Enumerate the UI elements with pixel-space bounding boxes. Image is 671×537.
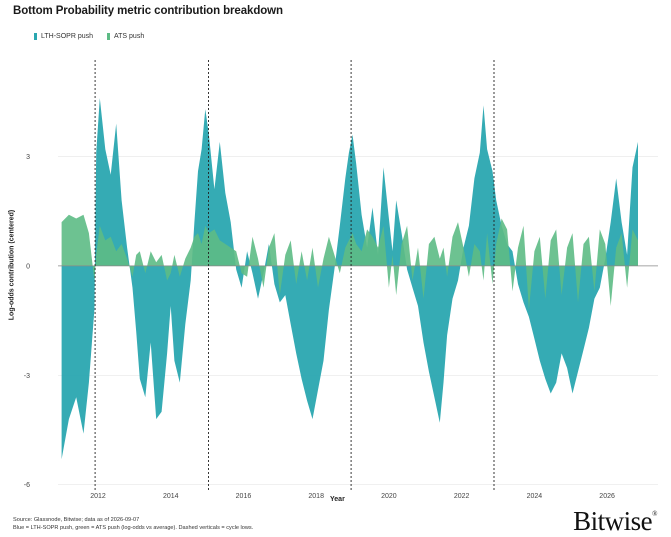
brand-name: Bitwise — [573, 506, 653, 536]
x-tick-label: 2018 — [308, 493, 324, 500]
legend-note: Blue = LTH-SOPR push, green = ATS push (… — [13, 525, 254, 531]
y-tick-label: -3 — [24, 373, 30, 380]
x-tick-label: 2022 — [454, 493, 470, 500]
y-tick-label: 0 — [26, 263, 30, 270]
legend-swatch-lth — [34, 33, 37, 40]
series-area-ats — [61, 214, 639, 310]
registered-mark: ® — [652, 510, 657, 518]
chart-legend: LTH-SOPR push ATS push — [34, 33, 144, 40]
legend-label-lth: LTH-SOPR push — [41, 33, 93, 40]
x-tick-label: 2020 — [381, 493, 397, 500]
y-tick-label: 3 — [26, 154, 30, 161]
x-tick-label: 2014 — [163, 493, 179, 500]
legend-label-ats: ATS push — [114, 33, 145, 40]
bitwise-logo: Bitwise® — [573, 506, 657, 537]
chart-title: Bottom Probability metric contribution b… — [13, 5, 283, 17]
source-note: Source: Glassnode, Bitwise; data as of 2… — [13, 517, 140, 523]
x-axis-label: Year — [330, 496, 345, 503]
y-axis-label: Log-odds contribution (centered) — [0, 210, 24, 320]
y-axis-label-text: Log-odds contribution (centered) — [8, 209, 16, 321]
series-area-lth-sopr — [61, 98, 639, 460]
legend-item-ats: ATS push — [107, 33, 144, 40]
x-tick-label: 2026 — [599, 493, 615, 500]
x-tick-label: 2012 — [90, 493, 106, 500]
legend-swatch-ats — [107, 33, 110, 40]
legend-item-lth: LTH-SOPR push — [34, 33, 93, 40]
x-tick-label: 2016 — [236, 493, 252, 500]
y-tick-label: -6 — [24, 482, 30, 489]
x-tick-label: 2024 — [527, 493, 543, 500]
